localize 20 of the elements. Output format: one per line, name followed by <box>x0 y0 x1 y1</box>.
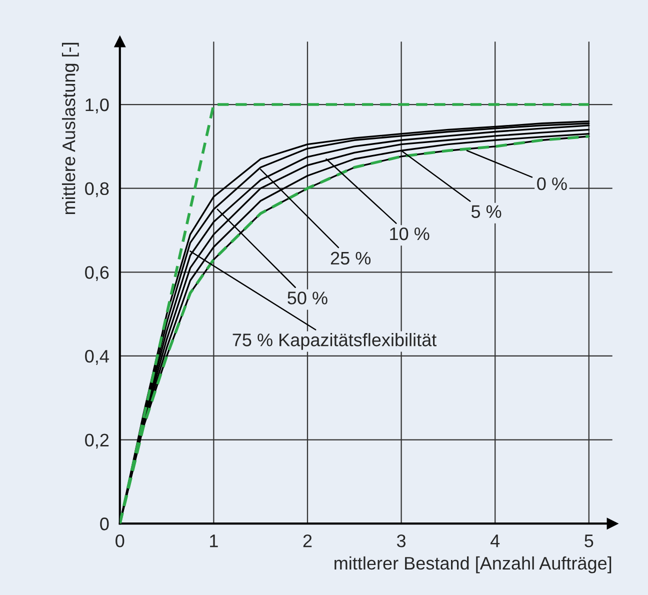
annotation: 25 % <box>330 252 371 265</box>
y-tick-label: 0,4 <box>85 350 109 365</box>
x-tick-label: 3 <box>396 534 406 548</box>
annotation: 50 % <box>288 292 328 304</box>
y-tick-label: 0,6 <box>85 266 109 281</box>
x-tick-label: 2 <box>303 534 312 548</box>
x-tick-label: 0 <box>116 534 124 548</box>
y-tick-label: 0,2 <box>85 434 109 449</box>
x-tick-label: 4 <box>490 534 500 548</box>
annotation: 75 % Kapazitätsflexibilität <box>232 333 437 350</box>
x-axis-title: mittlerer Bestand [Anzahl Aufträge] <box>334 556 612 574</box>
y-tick-label: 1,0 <box>86 98 109 114</box>
annotation: 5 % <box>471 205 502 218</box>
y-tick-label: 0,8 <box>85 182 109 198</box>
annotation: 10 % <box>390 227 430 240</box>
annotation: 0 % <box>537 177 567 190</box>
x-tick-label: 1 <box>210 534 218 548</box>
y-axis-title: mittlere Auslastung [-] <box>62 42 79 214</box>
y-tick-label: 0 <box>100 518 109 530</box>
x-tick-label: 5 <box>584 534 594 548</box>
